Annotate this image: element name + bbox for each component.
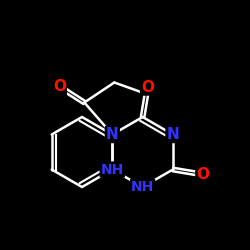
Text: N: N: [106, 127, 119, 142]
Text: O: O: [196, 167, 209, 182]
Text: NH: NH: [131, 180, 154, 194]
Text: N: N: [166, 127, 179, 142]
Text: NH: NH: [101, 162, 124, 176]
Text: O: O: [141, 80, 154, 94]
Text: O: O: [53, 79, 66, 94]
